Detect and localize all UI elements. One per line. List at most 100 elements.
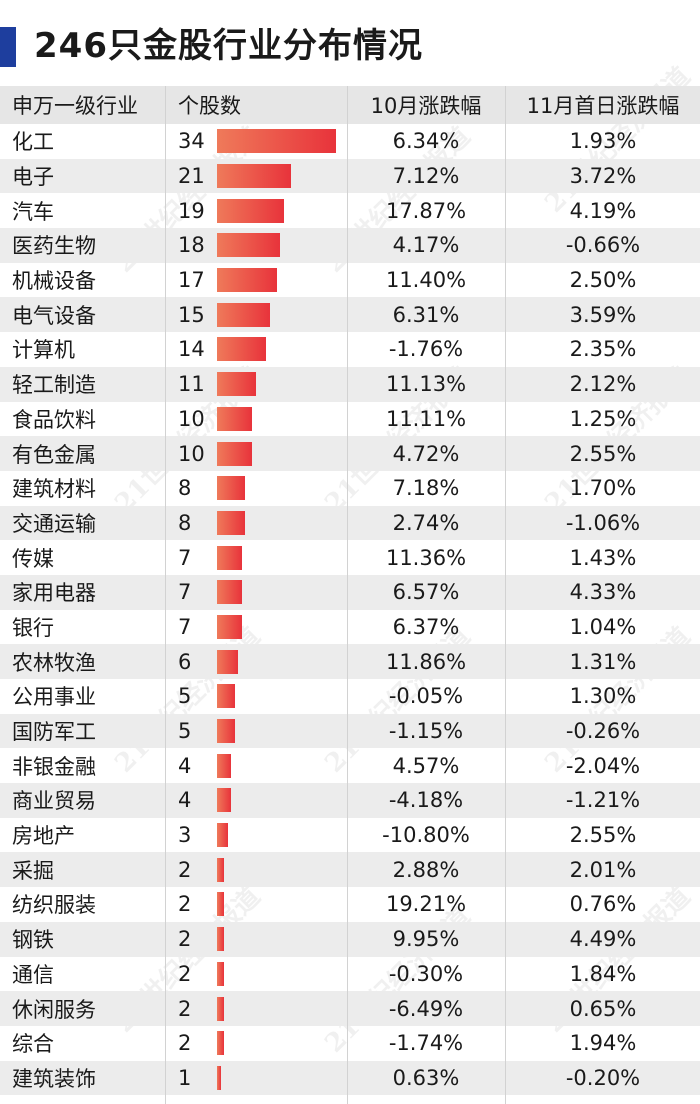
industry-name: 传媒	[12, 546, 54, 571]
oct-change: 9.95%	[392, 927, 460, 952]
stock-count: 4	[178, 788, 192, 813]
nov-first-day-change: 1.70%	[569, 476, 637, 501]
oct-change: 2.88%	[392, 857, 460, 882]
oct-change: 4.17%	[392, 233, 460, 258]
count-bar	[217, 545, 242, 570]
industry-name: 通信	[12, 962, 54, 987]
stock-count: 8	[178, 476, 192, 501]
industry-name: 计算机	[12, 338, 75, 363]
stock-count: 21	[178, 164, 205, 189]
industry-name: 钢铁	[12, 928, 54, 953]
column-divider	[347, 86, 348, 1104]
industry-name: 汽车	[12, 199, 54, 224]
stock-count: 10	[178, 441, 205, 466]
count-bar	[217, 302, 270, 327]
table-row: 采掘 2 2.88% 2.01%	[0, 852, 700, 888]
header-oct-change: 10月涨跌幅	[370, 94, 482, 118]
table-row: 银行 7 6.37% 1.04%	[0, 610, 700, 645]
table-row: 轻工制造 11 11.13% 2.12%	[0, 366, 700, 402]
industry-name: 银行	[12, 615, 54, 640]
oct-change: -1.76%	[388, 337, 464, 362]
industry-name: 有色金属	[12, 442, 96, 467]
oct-change: -1.74%	[388, 1031, 464, 1056]
stock-count: 2	[178, 961, 192, 986]
stock-count: 19	[178, 198, 205, 223]
oct-change: -6.49%	[388, 996, 464, 1021]
table-row: 纺织服装 2 19.21% 0.76%	[0, 887, 700, 922]
title-accent-bar	[0, 27, 16, 67]
nov-first-day-change: -0.20%	[565, 1065, 641, 1090]
count-bar	[217, 268, 277, 293]
count-bar	[217, 788, 231, 813]
stock-count: 18	[178, 233, 205, 258]
table-row: 房地产 3 -10.80% 2.55%	[0, 818, 700, 853]
oct-change: 0.63%	[392, 1065, 460, 1090]
nov-first-day-change: 1.04%	[569, 614, 637, 639]
oct-change: -4.18%	[388, 788, 464, 813]
nov-first-day-change: 2.50%	[569, 268, 637, 293]
stock-count: 17	[178, 268, 205, 293]
stock-count: 4	[178, 753, 192, 778]
nov-first-day-change: 4.19%	[569, 198, 637, 223]
count-bar	[217, 996, 224, 1021]
industry-name: 交通运输	[12, 511, 96, 536]
oct-change: 6.37%	[392, 614, 460, 639]
table-row: 建筑材料 8 7.18% 1.70%	[0, 471, 700, 506]
header: 246只金股行业分布情况	[0, 0, 700, 86]
nov-first-day-change: 1.43%	[569, 545, 637, 570]
nov-first-day-change: 2.55%	[569, 823, 637, 848]
nov-first-day-change: 1.30%	[569, 684, 637, 709]
oct-change: 4.72%	[392, 441, 460, 466]
table-row: 食品饮料 10 11.11% 1.25%	[0, 402, 700, 437]
count-bar	[217, 753, 231, 778]
table-row: 建筑装饰 1 0.63% -0.20%	[0, 1060, 700, 1096]
column-divider	[505, 86, 506, 1104]
nov-first-day-change: 3.59%	[569, 302, 637, 327]
industry-name: 电子	[12, 165, 54, 190]
nov-first-day-change: 0.76%	[569, 892, 637, 917]
industry-name: 非银金融	[12, 754, 96, 779]
nov-first-day-change: 4.33%	[569, 580, 637, 605]
count-bar	[217, 927, 224, 952]
nov-first-day-change: 0.65%	[569, 996, 637, 1021]
table-row: 休闲服务 2 -6.49% 0.65%	[0, 991, 700, 1026]
count-bar	[217, 337, 266, 362]
table-row: 交通运输 8 2.74% -1.06%	[0, 505, 700, 541]
stock-count: 5	[178, 719, 192, 744]
oct-change: -0.05%	[388, 684, 464, 709]
count-bar	[217, 129, 336, 154]
nov-first-day-change: 1.93%	[569, 129, 637, 154]
nov-first-day-change: -1.06%	[565, 510, 641, 535]
oct-change: 11.40%	[385, 268, 467, 293]
industry-name: 机械设备	[12, 269, 96, 294]
industry-name: 电气设备	[12, 303, 96, 328]
chart-title: 246只金股行业分布情况	[34, 26, 423, 66]
table-row: 汽车 19 17.87% 4.19%	[0, 193, 700, 228]
count-bar	[217, 372, 256, 397]
nov-first-day-change: -0.66%	[565, 233, 641, 258]
table-row: 机械设备 17 11.40% 2.50%	[0, 263, 700, 298]
industry-name: 商业贸易	[12, 789, 96, 814]
oct-change: 7.12%	[392, 164, 460, 189]
nov-first-day-change: 2.55%	[569, 441, 637, 466]
column-divider	[165, 86, 166, 1104]
count-bar	[217, 441, 252, 466]
header-nov-change: 11月首日涨跌幅	[526, 94, 680, 118]
table-row: 有色金属 10 4.72% 2.55%	[0, 436, 700, 471]
table-row: 家用电器 7 6.57% 4.33%	[0, 574, 700, 610]
count-bar	[217, 857, 224, 882]
count-bar	[217, 684, 235, 709]
table-row: 钢铁 2 9.95% 4.49%	[0, 921, 700, 957]
industry-name: 医药生物	[12, 234, 96, 259]
table-row: 农林牧渔 6 11.86% 1.31%	[0, 644, 700, 679]
oct-change: 6.34%	[392, 129, 460, 154]
count-bar	[217, 233, 280, 258]
count-bar	[217, 961, 224, 986]
stock-count: 6	[178, 649, 192, 674]
stock-count: 11	[178, 372, 205, 397]
oct-change: 11.13%	[385, 372, 467, 397]
count-bar	[217, 580, 242, 605]
nov-first-day-change: 2.35%	[569, 337, 637, 362]
oct-change: -0.30%	[388, 961, 464, 986]
stock-count: 7	[178, 614, 192, 639]
